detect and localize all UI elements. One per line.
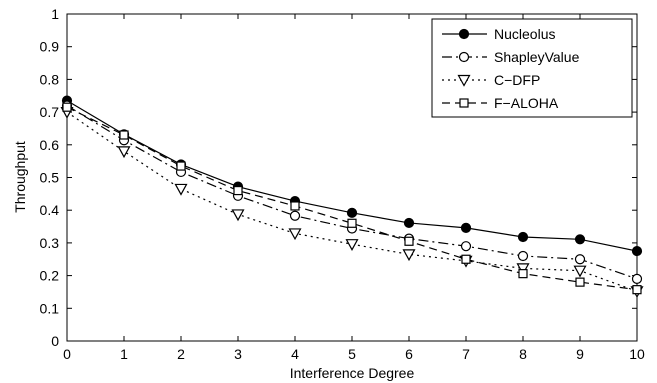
- filled-circle-marker: [631, 245, 643, 257]
- filled-circle-marker: [403, 217, 415, 229]
- square-marker: [347, 218, 357, 228]
- circle-marker: [574, 254, 586, 265]
- triangle-down-marker: [402, 249, 416, 262]
- y-tick-label: 0.2: [40, 268, 60, 284]
- x-tick-label: 1: [120, 346, 128, 362]
- square-marker: [461, 254, 471, 264]
- legend-label: F−ALOHA: [494, 95, 559, 111]
- legend-item: C−DFP: [442, 72, 540, 88]
- legend: Nucleolus ShapleyValue C−DFP F−ALOHA: [431, 18, 633, 118]
- y-tick-label: 0.5: [40, 170, 60, 186]
- x-tick-label: 2: [177, 346, 185, 362]
- square-marker: [119, 130, 129, 140]
- x-axis-label: Interference Degree: [290, 365, 415, 381]
- square-marker: [575, 277, 585, 287]
- y-tick-label: 0.7: [40, 104, 60, 120]
- triangle-down-marker: [288, 228, 302, 241]
- square-marker: [404, 236, 414, 246]
- y-tick-label: 0.1: [40, 300, 60, 316]
- tick-layer: 0 1 2 3 4 5 6 7 8 9 10 0 0.1 0.2 0.3 0.4 0.5 0.6 0.7 0.8 0.9…: [40, 6, 645, 362]
- square-marker: [62, 102, 72, 112]
- triangle-down-marker: [174, 183, 188, 196]
- x-tick-label: 0: [63, 346, 71, 362]
- x-tick-label: 8: [519, 346, 527, 362]
- circle-marker: [517, 250, 529, 262]
- y-tick-label: 0.8: [40, 71, 60, 87]
- triangle-down-marker: [457, 74, 471, 87]
- triangle-down-marker: [573, 265, 587, 278]
- y-tick-label: 0: [51, 333, 59, 349]
- legend-label: ShapleyValue: [494, 49, 580, 65]
- square-marker: [632, 285, 642, 295]
- series-line: [66, 105, 638, 280]
- legend-label: Nucleolus: [494, 26, 555, 42]
- x-tick-label: 7: [462, 346, 470, 362]
- triangle-down-marker: [117, 146, 131, 159]
- x-tick-label: 6: [405, 346, 413, 362]
- filled-circle-marker: [346, 207, 358, 218]
- y-tick-label: 0.4: [40, 202, 60, 218]
- filled-circle-marker: [460, 222, 472, 233]
- square-marker: [459, 98, 469, 108]
- x-tick-label: 3: [234, 346, 242, 362]
- filled-circle-marker: [458, 28, 470, 40]
- series-line: [66, 106, 638, 291]
- circle-marker: [458, 51, 470, 63]
- series-faloha: [62, 102, 642, 295]
- square-marker: [518, 269, 528, 279]
- circle-marker: [631, 273, 643, 284]
- filled-circle-marker: [517, 231, 529, 243]
- circle-marker: [460, 241, 472, 252]
- y-tick-label: 0.3: [40, 235, 60, 251]
- y-tick-label: 0.6: [40, 137, 60, 153]
- y-axis-label: Throughput: [12, 141, 28, 213]
- triangle-down-marker: [345, 239, 359, 251]
- triangle-down-marker: [231, 209, 245, 222]
- y-tick-label: 0.9: [40, 39, 60, 55]
- x-tick-label: 5: [348, 346, 356, 362]
- series-layer: [60, 95, 644, 299]
- square-marker: [290, 201, 300, 211]
- legend-item: Nucleolus: [442, 26, 555, 42]
- x-tick-label: 9: [576, 346, 584, 362]
- y-tick-label: 1: [51, 6, 59, 22]
- x-tick-label: 4: [291, 346, 299, 362]
- square-marker: [233, 185, 243, 196]
- x-tick-label: 10: [629, 346, 645, 362]
- legend-item: F−ALOHA: [442, 95, 559, 111]
- circle-marker: [289, 210, 301, 221]
- legend-label: C−DFP: [494, 72, 540, 88]
- legend-item: ShapleyValue: [442, 49, 580, 65]
- filled-circle-marker: [574, 234, 586, 245]
- triangle-down-marker: [516, 263, 530, 276]
- square-marker: [176, 161, 186, 171]
